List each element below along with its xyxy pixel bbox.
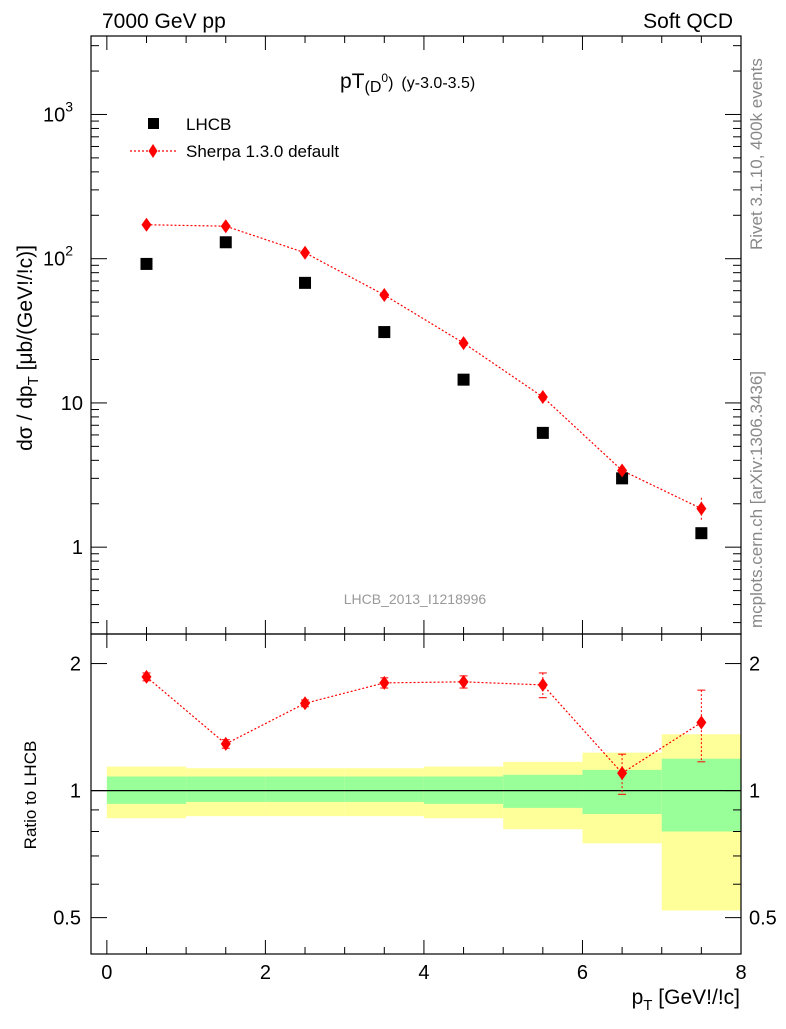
main-plot-title: pT(D0) (y-3.0-3.5) xyxy=(340,70,475,96)
main-y-tick-label: 103 xyxy=(43,98,73,126)
rivet-label: Rivet 3.1.10, 400k events xyxy=(747,58,766,250)
lhcb-point xyxy=(536,426,549,439)
header-right: Soft QCD xyxy=(643,10,733,33)
lhcb-point xyxy=(457,373,470,386)
legend-label-sherpa: Sherpa 1.3.0 default xyxy=(186,142,339,161)
ratio-sherpa-point xyxy=(617,766,628,781)
main-y-axis-label: dσ / dpT [μb/(GeV!/!c)] xyxy=(14,245,42,451)
sherpa-line xyxy=(146,224,702,510)
ratio-inner-band xyxy=(344,776,424,802)
legend-label-lhcb: LHCB xyxy=(186,115,231,134)
x-tick-label: 8 xyxy=(735,962,746,984)
lhcb-point xyxy=(695,527,708,540)
sherpa-point xyxy=(300,245,311,260)
ratio-y-axis-label: Ratio to LHCB xyxy=(21,741,40,850)
ratio-sherpa-point xyxy=(141,669,152,684)
mcplots-label: mcplots.cern.ch [arXiv:1306.3436] xyxy=(747,371,766,628)
ratio-inner-band xyxy=(503,774,583,808)
main-y-tick-label: 1 xyxy=(72,537,83,559)
x-tick-label: 6 xyxy=(577,962,588,984)
ratio-y-tick-label-right: 0.5 xyxy=(749,908,777,930)
x-tick-label: 0 xyxy=(101,962,112,984)
x-tick-label: 4 xyxy=(418,962,429,984)
lhcb-point xyxy=(299,276,312,289)
ratio-sherpa-point xyxy=(458,674,469,689)
lhcb-point xyxy=(378,326,391,339)
x-axis-label: pT [GeV!/!c] xyxy=(632,986,740,1014)
main-y-tick-label: 10 xyxy=(61,393,83,415)
ratio-plot-panel: 0 2 4 6 8 0.5 0.5 1 1 2 2 Ratio to LHCB pT [GeV!/!… xyxy=(21,633,777,1014)
ratio-y-tick-label-right: 1 xyxy=(749,781,760,803)
x-tick-label: 2 xyxy=(260,962,271,984)
ratio-plot-frame xyxy=(90,633,742,955)
ratio-y-tick-label: 1 xyxy=(70,781,81,803)
header-left: 7000 GeV pp xyxy=(102,10,226,33)
ratio-inner-band xyxy=(661,758,741,832)
ratio-sherpa-point xyxy=(537,677,548,692)
ratio-sherpa-line xyxy=(146,676,702,774)
main-y-tick-label: 102 xyxy=(43,243,73,271)
main-plot-panel: pT(D0) (y-3.0-3.5) LHCB_2013_I1218996 1 10… xyxy=(14,35,742,635)
analysis-watermark: LHCB_2013_I1218996 xyxy=(344,591,487,607)
legend-marker-sherpa xyxy=(148,144,158,158)
legend: LHCB Sherpa 1.3.0 default xyxy=(130,115,339,161)
ratio-sherpa-point xyxy=(300,696,311,711)
lhcb-point xyxy=(219,236,232,249)
ratio-y-tick-label: 2 xyxy=(70,654,81,676)
legend-marker-lhcb xyxy=(148,118,159,129)
lhcb-point xyxy=(616,472,629,485)
ratio-inner-band xyxy=(186,776,266,802)
ratio-sherpa-point xyxy=(696,715,707,730)
ratio-y-tick-label-right: 2 xyxy=(749,654,760,676)
ratio-inner-band xyxy=(265,776,345,802)
sherpa-point xyxy=(696,501,707,516)
sherpa-point xyxy=(537,389,548,404)
ratio-sherpa-point xyxy=(379,675,390,690)
sherpa-point xyxy=(458,336,469,351)
lhcb-point xyxy=(140,257,153,270)
sherpa-point xyxy=(379,288,390,303)
ratio-y-tick-label: 0.5 xyxy=(53,908,81,930)
sherpa-point xyxy=(617,463,628,478)
ratio-sherpa-point xyxy=(220,736,231,751)
sherpa-point xyxy=(141,217,152,232)
sherpa-point xyxy=(220,219,231,234)
